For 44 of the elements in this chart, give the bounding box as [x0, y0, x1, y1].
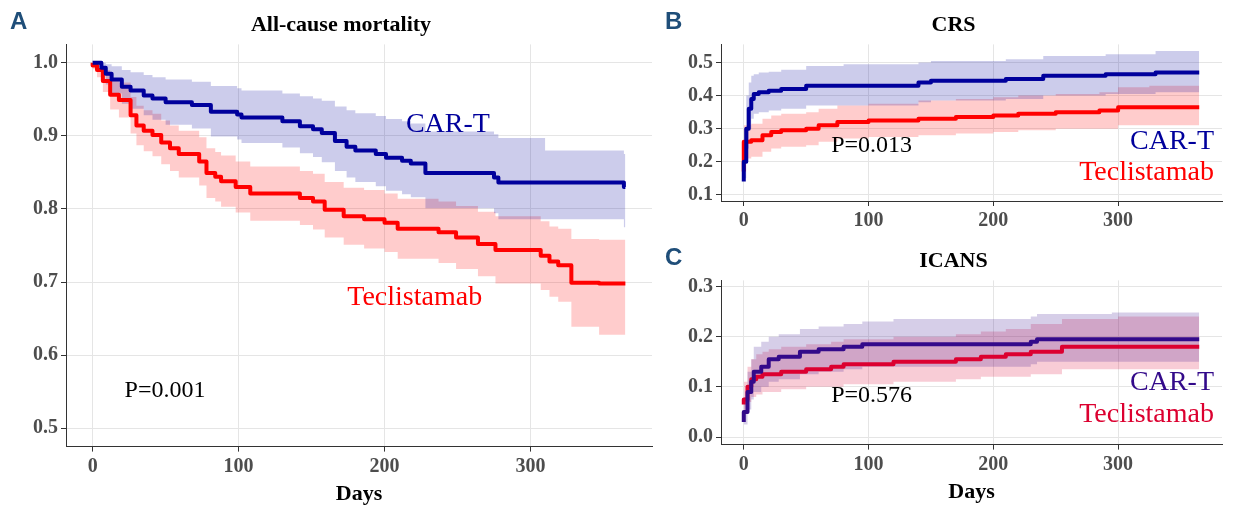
y-tick-label: 0.0 [688, 424, 713, 447]
x-tick-label: 100 [853, 451, 884, 474]
y-tick-label: 0.3 [688, 115, 713, 138]
text: A [10, 6, 28, 34]
annotation: P=0.001 [124, 375, 206, 402]
x-axis-title: Days [948, 478, 996, 504]
y-tick-label: 0.3 [688, 273, 713, 296]
y-tick-label: 0.5 [688, 49, 713, 72]
x-tick-label: 0 [738, 451, 749, 474]
text: C [665, 242, 683, 270]
chart-title: CRS [931, 10, 976, 36]
y-tick-label: 0.1 [688, 181, 713, 204]
x-tick-label: 0 [738, 208, 749, 231]
series-label: Teclistamab [1079, 155, 1214, 187]
x-tick-label: 300 [1103, 451, 1134, 474]
x-tick-label: 100 [853, 208, 884, 231]
y-tick-label: 0.4 [688, 82, 713, 105]
y-tick-label: 0.8 [33, 196, 58, 219]
annotation: P=0.576 [831, 380, 913, 407]
x-tick-label: 200 [978, 208, 1009, 231]
x-axis-title: Days [335, 480, 383, 506]
y-tick-label: 0.5 [33, 415, 58, 438]
text: B [665, 6, 683, 34]
annotation: P=0.013 [831, 131, 913, 158]
series-label: CAR-T [1130, 123, 1214, 155]
x-tick-label: 300 [1103, 208, 1134, 231]
y-tick-label: 0.6 [33, 342, 58, 365]
series-label: CAR-T [405, 107, 490, 139]
series-label: Teclistamab [1079, 397, 1214, 429]
x-tick-label: 200 [369, 453, 400, 476]
y-tick-label: 0.9 [33, 122, 58, 145]
series-label: CAR-T [1130, 364, 1214, 396]
chart-title: All-cause mortality [250, 10, 432, 36]
series-label: Teclistamab [347, 280, 483, 312]
chart-title: ICANS [919, 246, 988, 272]
y-tick-label: 0.1 [688, 374, 713, 397]
x-tick-label: 300 [515, 453, 546, 476]
y-tick-label: 0.2 [688, 323, 713, 346]
x-tick-label: 0 [87, 453, 98, 476]
x-tick-label: 200 [978, 451, 1009, 474]
y-tick-label: 0.2 [688, 148, 713, 171]
y-tick-label: 1.0 [33, 49, 58, 72]
x-tick-label: 100 [223, 453, 254, 476]
y-tick-label: 0.7 [33, 269, 58, 292]
